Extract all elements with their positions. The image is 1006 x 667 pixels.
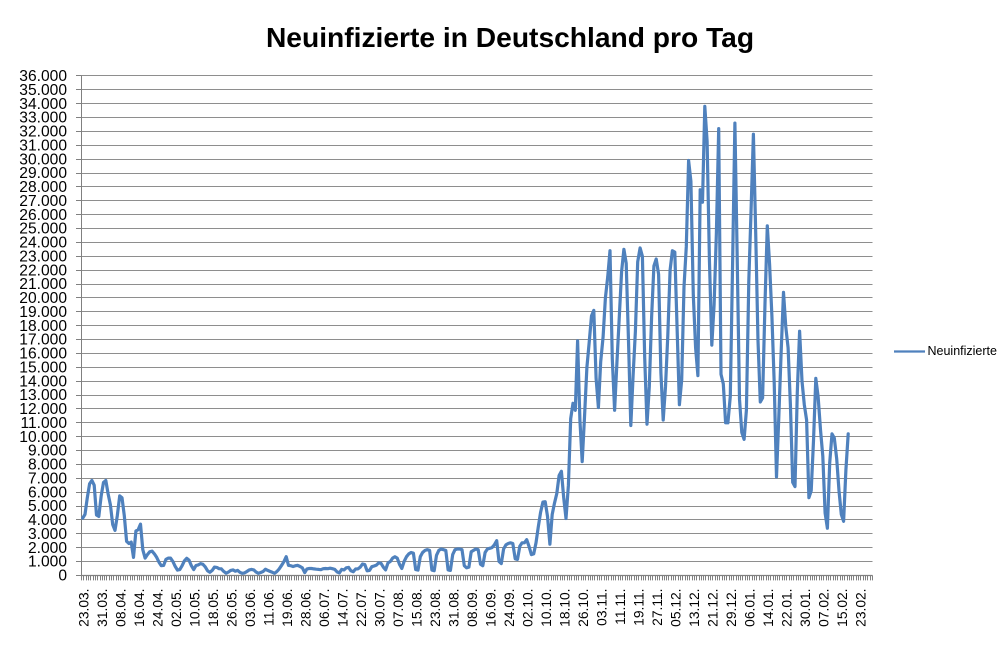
svg-text:11.11.: 11.11. xyxy=(613,589,628,625)
svg-text:10.10.: 10.10. xyxy=(539,589,554,627)
svg-text:07.08.: 07.08. xyxy=(391,589,406,627)
svg-text:29.12.: 29.12. xyxy=(724,589,739,627)
svg-text:4.000: 4.000 xyxy=(28,512,67,529)
svg-text:15.02.: 15.02. xyxy=(835,589,850,627)
svg-text:08.09.: 08.09. xyxy=(465,589,480,627)
svg-text:31.000: 31.000 xyxy=(19,137,67,154)
svg-text:24.000: 24.000 xyxy=(19,235,67,252)
svg-text:23.02.: 23.02. xyxy=(853,589,868,627)
svg-text:11.000: 11.000 xyxy=(20,415,67,432)
svg-text:21.000: 21.000 xyxy=(19,276,67,293)
svg-text:30.07.: 30.07. xyxy=(372,589,387,627)
svg-text:03.06.: 03.06. xyxy=(243,589,258,627)
svg-text:14.07.: 14.07. xyxy=(335,589,350,627)
svg-text:15.08.: 15.08. xyxy=(409,589,424,627)
svg-text:0: 0 xyxy=(58,568,67,585)
svg-text:Neuinfizierte: Neuinfizierte xyxy=(928,344,998,358)
svg-text:22.07.: 22.07. xyxy=(354,589,369,627)
svg-text:25.000: 25.000 xyxy=(19,221,67,238)
svg-text:18.000: 18.000 xyxy=(19,318,67,335)
svg-text:02.10.: 02.10. xyxy=(520,589,535,627)
svg-text:16.09.: 16.09. xyxy=(483,589,498,627)
svg-text:19.000: 19.000 xyxy=(19,304,67,321)
svg-text:18.05.: 18.05. xyxy=(206,589,221,627)
svg-text:24.04.: 24.04. xyxy=(150,589,165,627)
svg-text:24.09.: 24.09. xyxy=(502,589,517,627)
svg-text:23.000: 23.000 xyxy=(19,248,67,265)
svg-text:03.11.: 03.11. xyxy=(594,589,609,626)
svg-text:27.000: 27.000 xyxy=(19,193,67,210)
svg-text:7.000: 7.000 xyxy=(28,470,67,487)
svg-text:12.000: 12.000 xyxy=(19,401,67,418)
svg-text:16.04.: 16.04. xyxy=(132,589,147,627)
svg-text:17.000: 17.000 xyxy=(19,332,67,349)
svg-text:18.10.: 18.10. xyxy=(557,589,572,627)
svg-text:23.03.: 23.03. xyxy=(76,589,91,627)
svg-text:35.000: 35.000 xyxy=(19,82,67,99)
svg-text:10.05.: 10.05. xyxy=(187,589,202,627)
svg-text:05.12.: 05.12. xyxy=(668,589,683,627)
svg-text:06.07.: 06.07. xyxy=(317,589,332,627)
svg-text:26.10.: 26.10. xyxy=(576,589,591,627)
svg-text:22.01.: 22.01. xyxy=(779,589,794,627)
svg-text:21.12.: 21.12. xyxy=(705,589,720,627)
svg-text:14.01.: 14.01. xyxy=(761,589,776,627)
svg-text:6.000: 6.000 xyxy=(28,484,67,501)
svg-text:16.000: 16.000 xyxy=(19,346,67,363)
svg-text:5.000: 5.000 xyxy=(28,498,67,515)
svg-text:23.08.: 23.08. xyxy=(428,589,443,627)
svg-text:14.000: 14.000 xyxy=(19,373,67,390)
svg-text:31.03.: 31.03. xyxy=(95,589,110,627)
svg-text:2.000: 2.000 xyxy=(28,540,67,557)
svg-text:27.11.: 27.11. xyxy=(650,589,665,626)
svg-text:32.000: 32.000 xyxy=(19,124,67,141)
svg-text:02.05.: 02.05. xyxy=(169,589,184,627)
svg-text:13.12.: 13.12. xyxy=(687,589,702,627)
svg-text:26.000: 26.000 xyxy=(19,207,67,224)
svg-text:8.000: 8.000 xyxy=(28,457,67,474)
svg-text:08.04.: 08.04. xyxy=(113,589,128,627)
svg-text:06.01.: 06.01. xyxy=(742,589,757,627)
svg-text:30.01.: 30.01. xyxy=(798,589,813,627)
svg-text:11.06.: 11.06. xyxy=(261,589,276,626)
svg-text:3.000: 3.000 xyxy=(28,526,67,543)
svg-text:28.06.: 28.06. xyxy=(298,589,313,627)
svg-text:33.000: 33.000 xyxy=(19,110,67,127)
svg-text:31.08.: 31.08. xyxy=(446,589,461,627)
svg-text:20.000: 20.000 xyxy=(19,290,67,307)
svg-text:34.000: 34.000 xyxy=(19,96,67,113)
svg-text:10.000: 10.000 xyxy=(19,429,67,446)
svg-text:28.000: 28.000 xyxy=(19,179,67,196)
svg-text:26.05.: 26.05. xyxy=(224,589,239,627)
svg-text:19.06.: 19.06. xyxy=(280,589,295,627)
svg-text:13.000: 13.000 xyxy=(19,387,67,404)
svg-text:15.000: 15.000 xyxy=(19,359,67,376)
svg-text:36.000: 36.000 xyxy=(19,68,67,85)
svg-text:19.11.: 19.11. xyxy=(631,589,646,626)
svg-text:22.000: 22.000 xyxy=(19,262,67,279)
svg-text:9.000: 9.000 xyxy=(28,443,67,460)
svg-text:29.000: 29.000 xyxy=(19,165,67,182)
svg-text:07.02.: 07.02. xyxy=(816,589,831,627)
svg-text:30.000: 30.000 xyxy=(19,151,67,168)
svg-text:1.000: 1.000 xyxy=(28,554,67,571)
svg-text:Neuinfizierte in Deutschland p: Neuinfizierte in Deutschland pro Tag xyxy=(266,21,754,53)
